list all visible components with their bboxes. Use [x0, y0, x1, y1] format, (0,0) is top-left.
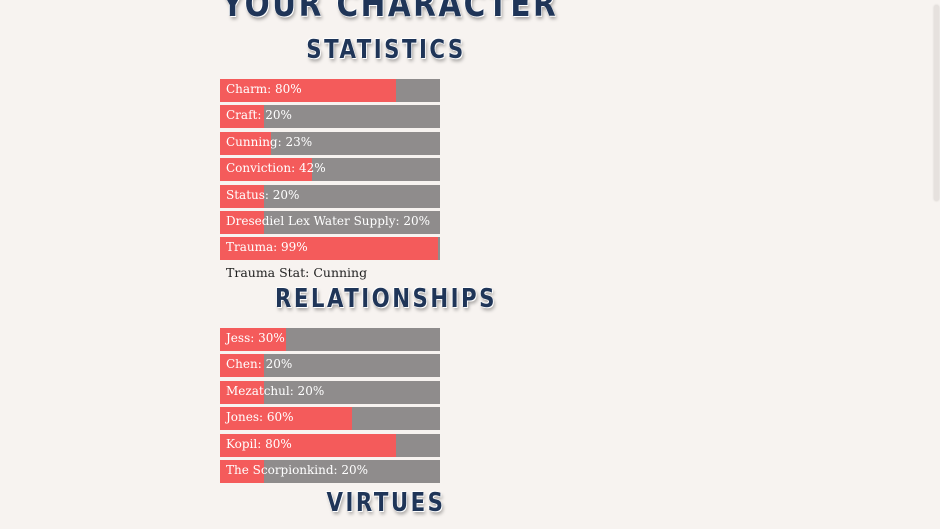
stat-bar: Conviction: 42%: [220, 158, 440, 182]
stat-bar: Status: 20%: [220, 184, 440, 208]
stat-bar-label: Craft: 20%: [226, 108, 292, 123]
stat-bar: Charm: 80%: [220, 79, 440, 102]
relationships-heading: Relationships: [275, 284, 497, 314]
stat-bar-fill: [220, 237, 438, 261]
stat-bar: The Scorpionkind: 20%: [220, 460, 440, 483]
stat-bar-label: Trauma: 99%: [226, 240, 308, 255]
stat-bar-fill: [220, 184, 264, 208]
stat-bar-fill: [220, 105, 264, 129]
stat-bar-label: Mezatchul: 20%: [226, 383, 325, 398]
stat-bar-fill: [220, 158, 313, 182]
stat-bar-fill: [220, 328, 286, 351]
stat-bar-label: Conviction: 42%: [226, 161, 326, 176]
page-title: Your Character: [221, 0, 559, 25]
stat-bar-label: Cunning: 23%: [226, 134, 313, 149]
stat-bar-label: Chen: 20%: [226, 357, 293, 372]
stat-bar: Jess: 30%: [220, 328, 440, 351]
stat-bar: Mezatchul: 20%: [220, 380, 440, 404]
stat-bar-label: The Scorpionkind: 20%: [226, 463, 369, 477]
scrollbar-thumb[interactable]: [934, 5, 939, 201]
trauma-stat-text: Trauma Stat: Cunning: [226, 265, 368, 280]
stat-bar-fill: [220, 79, 396, 102]
stat-bar: Jones: 60%: [220, 407, 440, 431]
stat-bar-fill: [220, 380, 264, 404]
stat-bar-label: Charm: 80%: [226, 82, 302, 96]
stat-bar-fill: [220, 211, 264, 234]
stat-bar: Kopil: 80%: [220, 433, 440, 457]
stat-bar-fill: [220, 131, 271, 155]
stat-bar: Craft: 20%: [220, 105, 440, 129]
virtues-heading: Virtues: [326, 488, 446, 518]
stat-bar-label: Dresediel Lex Water Supply: 20%: [226, 214, 431, 228]
stat-bar-label: Jess: 30%: [226, 331, 285, 345]
stat-bar-fill: [220, 407, 352, 431]
stat-bar-fill: [220, 433, 396, 457]
stat-bar: Dresediel Lex Water Supply: 20%: [220, 211, 440, 234]
stat-bar-label: Kopil: 80%: [226, 436, 292, 451]
stat-bar: Cunning: 23%: [220, 131, 440, 155]
stat-bar-fill: [220, 354, 264, 378]
statistics-heading: Statistics: [306, 35, 466, 65]
stat-bar: Trauma: 99%: [220, 237, 440, 261]
stat-bar-label: Status: 20%: [226, 187, 300, 202]
stat-bar-label: Jones: 60%: [226, 410, 294, 425]
stat-bar: Chen: 20%: [220, 354, 440, 378]
stat-bar-fill: [220, 460, 264, 483]
